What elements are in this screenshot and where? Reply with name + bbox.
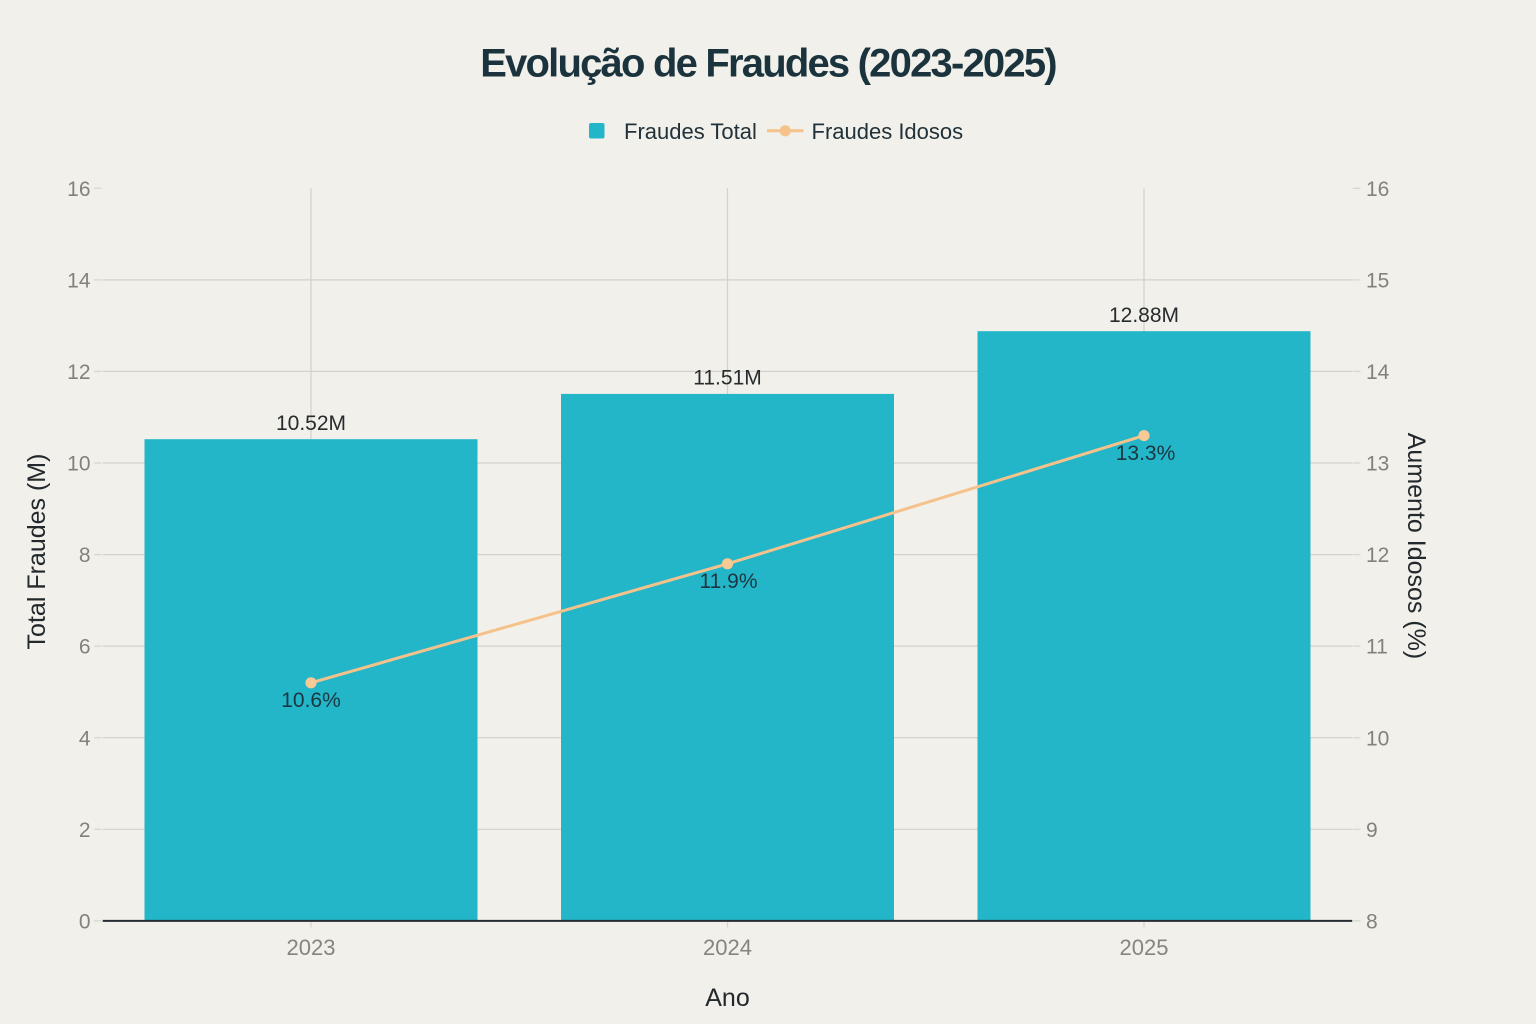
svg-text:8: 8 [1366,911,1378,934]
svg-text:2025: 2025 [1120,935,1169,960]
svg-text:2: 2 [79,819,91,842]
svg-text:14: 14 [1366,361,1390,384]
svg-text:Evolução de Fraudes (2023-2025: Evolução de Fraudes (2023-2025) [480,42,1056,86]
svg-text:2023: 2023 [287,935,336,960]
svg-text:10.52M: 10.52M [276,412,346,435]
svg-text:13.3%: 13.3% [1116,442,1176,465]
svg-text:15: 15 [1366,270,1389,293]
svg-text:16: 16 [1366,178,1389,201]
svg-text:11.9%: 11.9% [700,570,758,593]
svg-text:2024: 2024 [703,935,752,960]
svg-text:10.6%: 10.6% [281,689,341,712]
svg-text:12: 12 [1366,544,1389,567]
svg-text:9: 9 [1366,819,1378,842]
svg-text:10: 10 [67,453,90,476]
svg-text:8: 8 [79,544,91,567]
svg-text:12: 12 [67,361,90,384]
svg-text:0: 0 [79,911,91,934]
svg-text:Aumento Idosos (%): Aumento Idosos (%) [1402,433,1430,660]
svg-text:13: 13 [1366,453,1389,476]
svg-text:Fraudes Total: Fraudes Total [624,119,757,144]
svg-text:12.88M: 12.88M [1109,304,1179,327]
svg-text:10: 10 [1366,727,1389,750]
svg-text:14: 14 [67,270,91,293]
svg-text:Ano: Ano [705,984,749,1012]
svg-text:16: 16 [67,178,90,201]
svg-text:Total Fraudes (M): Total Fraudes (M) [23,454,51,650]
svg-text:4: 4 [79,727,91,750]
svg-text:6: 6 [79,636,91,659]
svg-text:11: 11 [1366,636,1388,659]
svg-text:11.51M: 11.51M [693,367,762,390]
svg-text:Fraudes Idosos: Fraudes Idosos [812,119,964,144]
